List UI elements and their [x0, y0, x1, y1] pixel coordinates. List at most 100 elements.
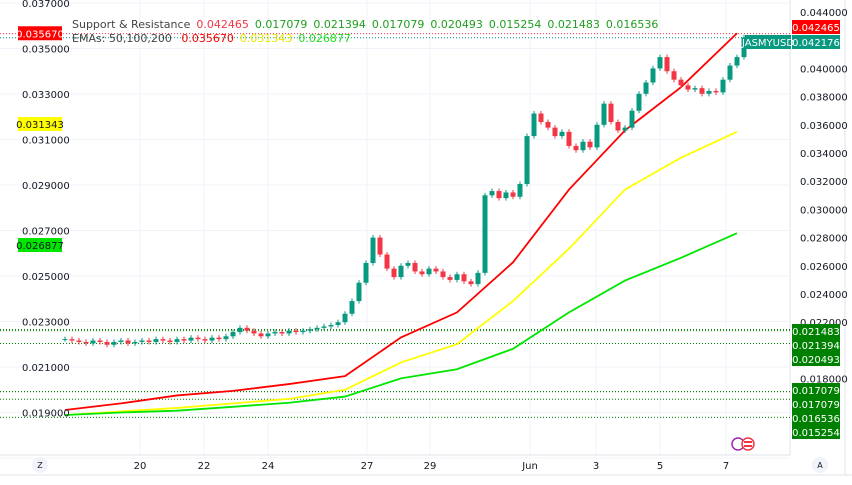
last-price-label-bg	[792, 35, 840, 49]
candle-body	[244, 327, 250, 331]
x-axis-tick: 27	[361, 461, 374, 472]
candle-body	[699, 88, 705, 94]
candle-body	[475, 272, 481, 285]
candle-body	[734, 57, 740, 66]
candle-body	[349, 301, 355, 314]
candle-body	[139, 340, 145, 342]
left-axis-tick: 0.037000	[22, 0, 70, 10]
left-axis-tick: 0.033000	[22, 90, 70, 101]
candle-body	[223, 336, 229, 340]
candle-body	[307, 329, 313, 331]
flag-stripe	[744, 441, 752, 443]
candle-body	[300, 330, 306, 333]
support-price-label: 0.021483	[792, 327, 840, 338]
candle-body	[615, 121, 621, 131]
candle-body	[342, 313, 348, 323]
candle-body	[727, 65, 733, 80]
candle-body	[601, 103, 607, 125]
candle-body	[181, 339, 187, 341]
left-axis-tick: 0.035000	[22, 45, 70, 56]
left-axis-tick: 0.021000	[22, 363, 70, 374]
resistance-price-label: 0.042465	[792, 23, 840, 34]
candle-body	[671, 71, 677, 80]
candle-body	[265, 333, 271, 337]
candle-body	[69, 339, 75, 341]
candle-body	[741, 37, 747, 58]
sr-legend-value: 0.016536	[605, 18, 659, 31]
candle-body	[209, 337, 215, 341]
candle-body	[524, 136, 530, 185]
candle-body	[286, 330, 292, 334]
candle-body	[643, 82, 649, 94]
ema200-axis-label: 0.026877	[16, 241, 64, 252]
support-price-label: 0.016536	[792, 414, 840, 425]
last-price-label: 0.042176	[792, 38, 840, 49]
sr-legend-value: 0.021394	[313, 18, 366, 31]
ema-200-line	[64, 232, 738, 416]
candle-body	[454, 274, 460, 280]
candle-body	[447, 277, 453, 280]
x-axis-tick: 29	[424, 461, 437, 472]
candle-body	[587, 141, 593, 148]
candle-body	[412, 262, 418, 272]
us-flag-event-icon[interactable]	[741, 437, 755, 451]
sr-legend-label: Support & Resistance	[72, 18, 191, 31]
candle-body	[433, 268, 439, 272]
candle-body	[678, 79, 684, 86]
candle-body	[706, 90, 712, 94]
candle-body	[356, 282, 362, 302]
candle-body	[573, 145, 579, 151]
candle-body	[167, 340, 173, 342]
candle-body	[90, 340, 96, 344]
support-price-label: 0.020493	[792, 355, 840, 366]
right-axis-tick: 0.022000	[800, 318, 848, 329]
candle-body	[146, 340, 152, 342]
candle-body	[538, 113, 544, 122]
support-price-label: 0.017079	[792, 400, 840, 411]
left-axis-tick: 0.029000	[22, 181, 70, 192]
x-axis-tick: Jun	[521, 461, 538, 472]
right-axis-tick: 0.040000	[800, 64, 848, 75]
support-price-label-bg	[792, 397, 840, 411]
auto-scale-button[interactable]	[812, 457, 828, 473]
right-axis-tick: 0.036000	[800, 121, 848, 132]
candle-body	[398, 265, 404, 278]
x-axis-tick: 7	[723, 461, 729, 472]
ema50-axis-label: 0.035670	[16, 29, 64, 40]
candle-body	[650, 68, 656, 83]
x-axis-tick: 22	[198, 461, 211, 472]
candle-body	[132, 341, 138, 344]
right-axis-tick: 0.038000	[800, 93, 848, 104]
candle-body	[496, 191, 502, 199]
timezone-button-label: Z	[37, 461, 43, 470]
candle-body	[545, 121, 551, 128]
candle-body	[510, 192, 516, 197]
sr-legend-value: 0.020493	[430, 18, 483, 31]
candle-body	[405, 262, 411, 266]
support-price-label-bg	[792, 324, 840, 338]
symbol-label: JASMYUSD	[741, 38, 794, 49]
x-axis-tick: 20	[134, 461, 147, 472]
candle-body	[321, 326, 327, 328]
candle-body	[174, 339, 180, 342]
candle-body	[531, 113, 537, 137]
candle-body	[195, 337, 201, 340]
candle-body	[97, 340, 103, 342]
support-price-label: 0.021394	[792, 341, 840, 352]
candle-body	[503, 192, 509, 199]
support-price-label-bg	[792, 411, 840, 425]
timezone-button[interactable]	[32, 457, 48, 473]
candle-body	[391, 268, 397, 278]
candle-body	[76, 340, 82, 342]
left-axis-tick: 0.025000	[22, 272, 70, 283]
candle-body	[482, 195, 488, 273]
candle-body	[272, 332, 278, 334]
candle-body	[559, 131, 565, 137]
left-axis-tick: 0.031000	[22, 136, 70, 147]
candle-body	[118, 340, 124, 342]
candle-body	[216, 337, 222, 340]
sr-legend-value: 0.015254	[488, 18, 542, 31]
candle-body	[111, 341, 117, 345]
